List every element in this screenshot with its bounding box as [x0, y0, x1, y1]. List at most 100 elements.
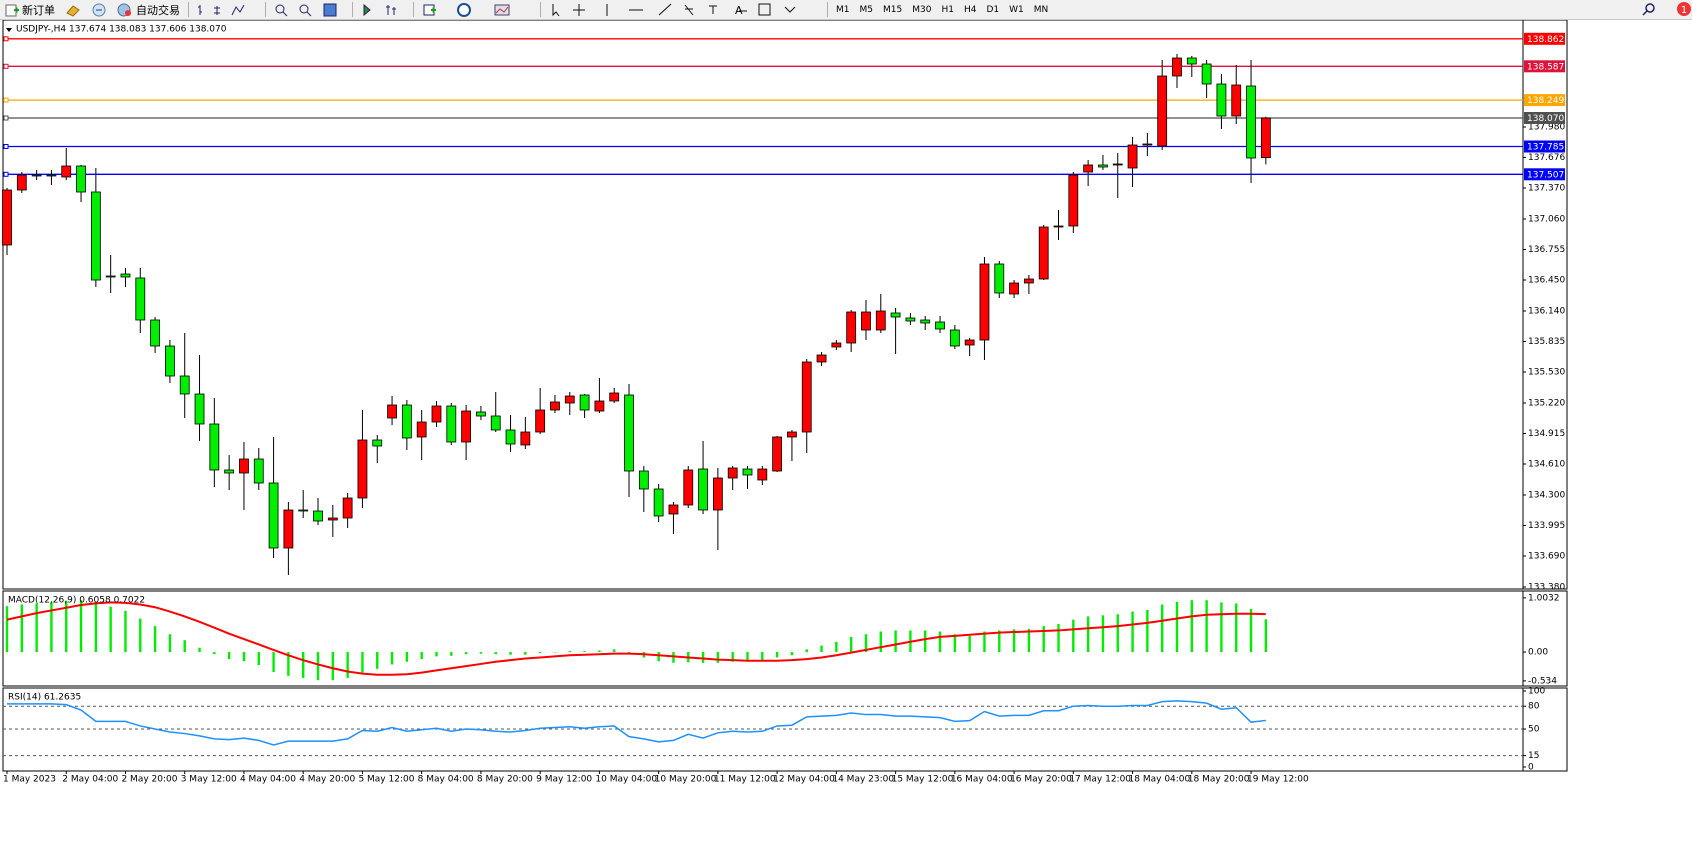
line-handle — [3, 97, 9, 103]
x-tick-label: 17 May 12:00 — [1069, 775, 1131, 785]
candle-body — [1231, 84, 1242, 117]
candle-body — [1009, 282, 1019, 295]
y-tick-label: 136.140 — [1528, 307, 1565, 317]
macd-bar — [420, 652, 423, 660]
tool-button[interactable] — [60, 1, 86, 18]
macd-bar — [1042, 626, 1045, 653]
candle-body — [194, 393, 205, 425]
tool-button[interactable]: A — [544, 1, 824, 18]
timeframe-button[interactable]: MN — [1033, 4, 1049, 15]
macd-bar — [1012, 629, 1016, 653]
line-handle — [3, 36, 9, 42]
candle-body — [1098, 164, 1108, 168]
macd-bar — [1160, 604, 1164, 653]
macd-bar — [731, 652, 734, 662]
candle-body — [653, 488, 664, 517]
icons: A — [552, 3, 796, 17]
candle-body — [253, 458, 264, 484]
chart: 137.980 137.676 137.370 137.060 136.755 136.4… — [2, 20, 1568, 785]
candle-body — [461, 410, 472, 443]
auto-trading-button[interactable]: 自动交易 — [112, 1, 185, 18]
candle-body — [2, 189, 12, 246]
x-tick-label: 11 May 12:00 — [714, 775, 776, 785]
tool-button[interactable] — [417, 1, 537, 18]
timeframe-button[interactable]: D1 — [986, 4, 1000, 15]
candle-body — [16, 174, 27, 191]
timeframe-button[interactable]: H1 — [941, 4, 954, 15]
candle-body — [105, 275, 116, 278]
macd-bar — [1205, 600, 1208, 653]
macd-bar — [746, 652, 749, 662]
price-tag — [1524, 140, 1565, 153]
candle-body — [446, 405, 457, 443]
tool-button[interactable] — [192, 1, 262, 18]
separator — [413, 2, 414, 17]
timeframe-button[interactable]: W1 — [1009, 4, 1024, 15]
price-tag — [1524, 32, 1565, 45]
macd-bar — [509, 652, 512, 655]
macd-bar — [1249, 608, 1253, 653]
candle-body — [1216, 83, 1227, 117]
macd-bar — [213, 652, 216, 655]
macd-bar — [820, 645, 823, 653]
candle-body — [949, 329, 960, 347]
timeframe-button[interactable]: M30 — [912, 4, 932, 15]
macd-bar — [790, 652, 794, 656]
y-tick-label: 136.450 — [1528, 276, 1565, 286]
macd-bar — [672, 652, 675, 663]
candle-body — [150, 319, 161, 347]
macd-bar — [1027, 628, 1031, 653]
candle-body — [357, 439, 368, 499]
separator — [540, 2, 541, 17]
timeframe-button[interactable]: M1 — [836, 4, 850, 15]
signal-line — [6, 601, 1266, 676]
macd-bar — [1146, 609, 1149, 653]
macd-bar — [183, 640, 186, 653]
new-order-button[interactable]: 新订单 — [0, 1, 60, 18]
candle-body — [327, 517, 338, 521]
x-tick-label: 1 May 2023 — [3, 775, 56, 785]
timeframe-button[interactable]: M5 — [859, 4, 874, 15]
macd-bar — [775, 652, 779, 658]
candle-body — [535, 409, 546, 433]
notification-badge[interactable] — [1677, 1, 1691, 16]
tool-button[interactable] — [356, 1, 410, 18]
tool-button[interactable] — [86, 1, 112, 18]
candle-body — [742, 468, 753, 476]
macd-bar — [257, 652, 260, 666]
x-tick-label: 4 May 20:00 — [299, 775, 355, 785]
candle-body — [787, 431, 797, 438]
x-tick-label: 2 May 20:00 — [121, 775, 177, 785]
candle-body — [712, 477, 723, 511]
line-handle — [3, 171, 9, 177]
icons — [363, 3, 396, 16]
candle-body — [1083, 164, 1094, 173]
y-tick-label: 133.995 — [1528, 521, 1565, 531]
candle-body — [387, 404, 397, 419]
macd-bar — [494, 652, 497, 655]
button-label: 自动交易 — [136, 3, 180, 17]
timeframe-button[interactable]: M15 — [883, 4, 903, 15]
y-tick-label: 1.0032 — [1528, 593, 1560, 603]
y-tick-label: 136.755 — [1528, 245, 1565, 255]
x-tick-label: 2 May 04:00 — [62, 775, 118, 785]
macd-bar — [805, 649, 808, 653]
panel-title: RSI(14) 61.2635 — [8, 693, 81, 703]
candle-body — [609, 392, 620, 402]
x-tick-label: 9 May 12:00 — [536, 775, 592, 785]
price-tag-label: 138.070 — [1527, 114, 1564, 124]
timeframe-button[interactable]: H4 — [963, 4, 977, 15]
candle-body — [209, 423, 220, 471]
macd-bar — [94, 601, 98, 653]
y-tick-label: 134.610 — [1528, 460, 1565, 470]
macd-bar — [1175, 601, 1179, 653]
macd-bar — [242, 652, 246, 662]
candle-body — [1246, 85, 1256, 159]
y-tick-label: 135.835 — [1528, 337, 1565, 347]
candle-body — [638, 470, 649, 490]
tool-button[interactable] — [269, 1, 349, 18]
macd-bar — [316, 652, 320, 681]
macd-bar — [538, 652, 542, 654]
candle-body — [905, 317, 916, 322]
candle-body — [179, 375, 190, 395]
